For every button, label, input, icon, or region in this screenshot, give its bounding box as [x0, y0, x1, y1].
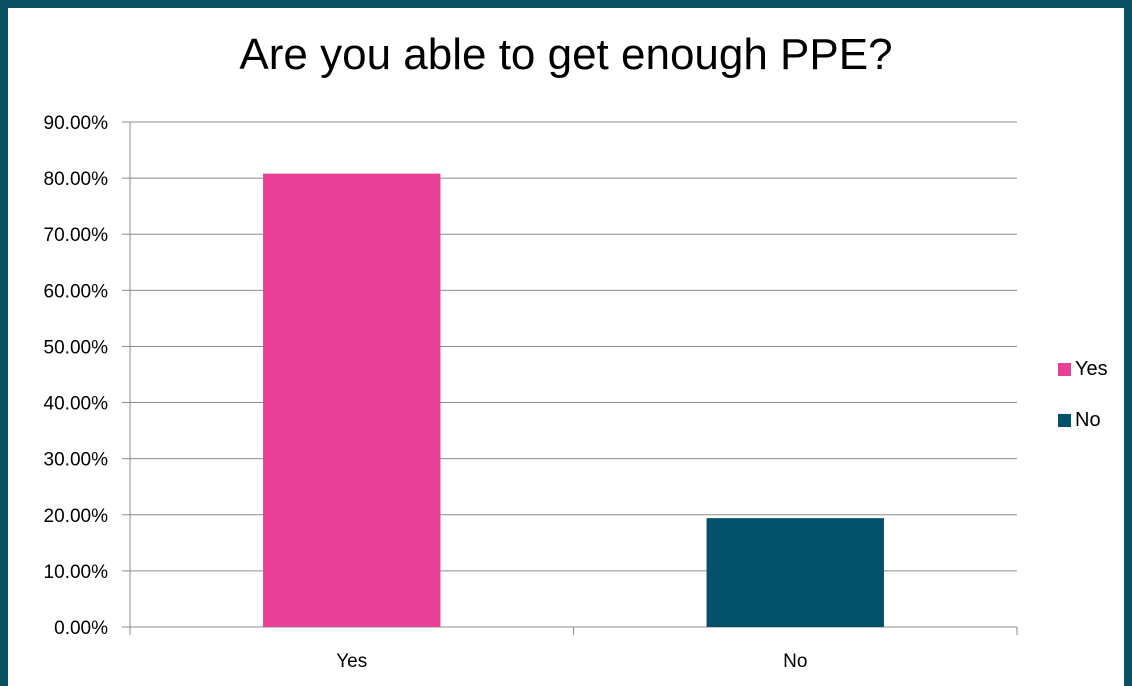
chart-legend: Yes No: [1058, 356, 1108, 458]
x-tick-label: Yes: [336, 651, 367, 672]
y-tick-label: 90.00%: [44, 113, 109, 134]
y-tick-label: 50.00%: [44, 337, 109, 358]
legend-swatch-yes: [1058, 363, 1071, 376]
legend-swatch-no: [1058, 414, 1071, 427]
legend-label-yes: Yes: [1075, 358, 1108, 380]
legend-item-no: No: [1058, 407, 1108, 434]
y-tick-label: 40.00%: [44, 394, 109, 415]
y-tick-label: 0.00%: [54, 618, 108, 639]
chart-title: Are you able to get enough PPE?: [239, 30, 893, 79]
x-tick-label: No: [783, 651, 807, 672]
legend-item-yes: Yes: [1058, 356, 1108, 383]
bar-yes: [263, 173, 441, 627]
y-tick-label: 20.00%: [44, 506, 109, 527]
legend-label-no: No: [1075, 409, 1101, 431]
y-tick-label: 80.00%: [44, 169, 109, 190]
y-tick-label: 70.00%: [44, 225, 109, 246]
y-tick-label: 60.00%: [44, 281, 109, 302]
y-tick-label: 10.00%: [44, 562, 109, 583]
y-tick-label: 30.00%: [44, 450, 109, 471]
bar-no: [706, 518, 884, 627]
